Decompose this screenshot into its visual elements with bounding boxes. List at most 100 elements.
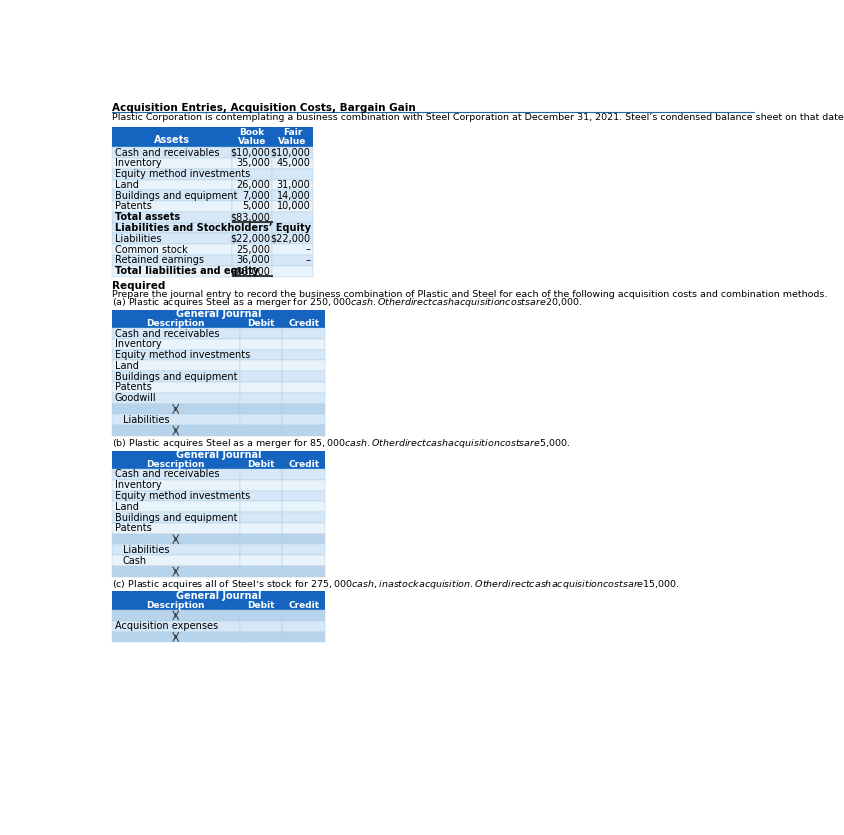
Bar xyxy=(111,319,240,328)
Text: 35,000: 35,000 xyxy=(235,159,269,169)
Bar xyxy=(282,480,325,491)
Bar xyxy=(111,480,240,491)
Text: $83,000: $83,000 xyxy=(230,212,269,222)
Bar xyxy=(240,610,282,620)
Text: Liabilities: Liabilities xyxy=(115,234,161,244)
Text: General Journal: General Journal xyxy=(176,591,261,601)
Bar xyxy=(282,328,325,339)
Bar xyxy=(111,339,240,350)
Bar xyxy=(240,460,282,469)
Bar xyxy=(231,255,272,266)
Bar xyxy=(231,190,272,201)
Text: Total assets: Total assets xyxy=(115,212,180,222)
Bar xyxy=(240,469,282,480)
Text: Value: Value xyxy=(238,137,266,146)
Text: 45,000: 45,000 xyxy=(276,159,310,169)
Text: Description: Description xyxy=(146,319,205,328)
Text: $10,000: $10,000 xyxy=(270,148,310,158)
Bar xyxy=(231,234,272,244)
Text: $22,000: $22,000 xyxy=(230,234,269,244)
Bar xyxy=(282,544,325,555)
Text: Required: Required xyxy=(111,281,165,291)
Bar xyxy=(240,620,282,631)
Text: Plastic Corporation is contemplating a business combination with Steel Corporati: Plastic Corporation is contemplating a b… xyxy=(111,114,844,123)
Bar xyxy=(240,361,282,372)
Bar xyxy=(111,180,231,190)
Bar xyxy=(282,631,325,642)
Bar xyxy=(231,169,272,180)
Bar xyxy=(111,244,231,255)
Bar xyxy=(240,491,282,501)
Text: $22,000: $22,000 xyxy=(270,234,310,244)
Bar xyxy=(282,425,325,436)
Bar xyxy=(272,212,312,223)
Bar xyxy=(111,255,231,266)
Text: Land: Land xyxy=(115,502,138,512)
Bar xyxy=(111,501,240,512)
Text: Credit: Credit xyxy=(288,601,319,610)
Bar xyxy=(111,212,231,223)
Text: Liabilities and Stockholders’ Equity: Liabilities and Stockholders’ Equity xyxy=(115,223,311,233)
Bar xyxy=(282,392,325,403)
Bar xyxy=(240,512,282,523)
Bar xyxy=(111,127,231,147)
Text: Prepare the journal entry to record the business combination of Plastic and Stee: Prepare the journal entry to record the … xyxy=(111,290,826,299)
Text: Cash and receivables: Cash and receivables xyxy=(115,469,219,479)
Text: $83,000: $83,000 xyxy=(230,266,269,276)
Text: Common stock: Common stock xyxy=(115,245,187,255)
Bar xyxy=(111,382,240,392)
Text: (c) Plastic acquires all of Steel’s stock for $275,000 cash, in a stock acquisit: (c) Plastic acquires all of Steel’s stoc… xyxy=(111,578,679,591)
Text: General Journal: General Journal xyxy=(176,309,261,319)
Bar xyxy=(111,201,231,212)
Bar xyxy=(272,266,312,276)
Bar xyxy=(111,469,240,480)
Text: Debit: Debit xyxy=(247,460,274,469)
Text: Patents: Patents xyxy=(115,524,151,534)
Text: (a) Plastic acquires Steel as a merger for $250,000 cash. Other direct cash acqu: (a) Plastic acquires Steel as a merger f… xyxy=(111,296,582,309)
Bar xyxy=(111,534,240,544)
Bar xyxy=(111,523,240,534)
Bar xyxy=(111,310,325,319)
Bar xyxy=(282,382,325,392)
Bar xyxy=(111,350,240,361)
Text: 26,000: 26,000 xyxy=(235,180,269,190)
Bar xyxy=(231,212,272,223)
Bar xyxy=(240,425,282,436)
Bar xyxy=(111,610,240,620)
Text: General Journal: General Journal xyxy=(176,450,261,460)
Bar xyxy=(282,460,325,469)
Text: Goodwill: Goodwill xyxy=(115,393,156,403)
Text: Acquisition expenses: Acquisition expenses xyxy=(115,621,218,631)
Bar xyxy=(282,555,325,566)
Text: 10,000: 10,000 xyxy=(276,201,310,211)
Bar xyxy=(111,566,240,577)
Bar xyxy=(111,631,240,642)
Bar xyxy=(111,169,231,180)
Bar xyxy=(240,544,282,555)
Text: Inventory: Inventory xyxy=(115,480,161,490)
Bar xyxy=(111,403,240,414)
Text: 31,000: 31,000 xyxy=(276,180,310,190)
Bar xyxy=(111,620,240,631)
Bar xyxy=(111,372,240,382)
Bar xyxy=(111,234,231,244)
Bar xyxy=(240,403,282,414)
Bar xyxy=(111,451,325,460)
Text: Buildings and equipment: Buildings and equipment xyxy=(115,190,237,200)
Bar xyxy=(282,372,325,382)
Text: 7,000: 7,000 xyxy=(242,190,269,200)
Bar xyxy=(240,372,282,382)
Bar xyxy=(282,610,325,620)
Bar xyxy=(111,512,240,523)
Bar xyxy=(240,523,282,534)
Bar xyxy=(111,600,240,610)
Bar xyxy=(272,169,312,180)
Text: Equity method investments: Equity method investments xyxy=(115,491,250,501)
Bar xyxy=(282,566,325,577)
Bar xyxy=(231,244,272,255)
Text: 36,000: 36,000 xyxy=(235,256,269,266)
Text: Equity method investments: Equity method investments xyxy=(115,170,250,180)
Bar xyxy=(272,244,312,255)
Bar xyxy=(240,631,282,642)
Bar xyxy=(282,523,325,534)
